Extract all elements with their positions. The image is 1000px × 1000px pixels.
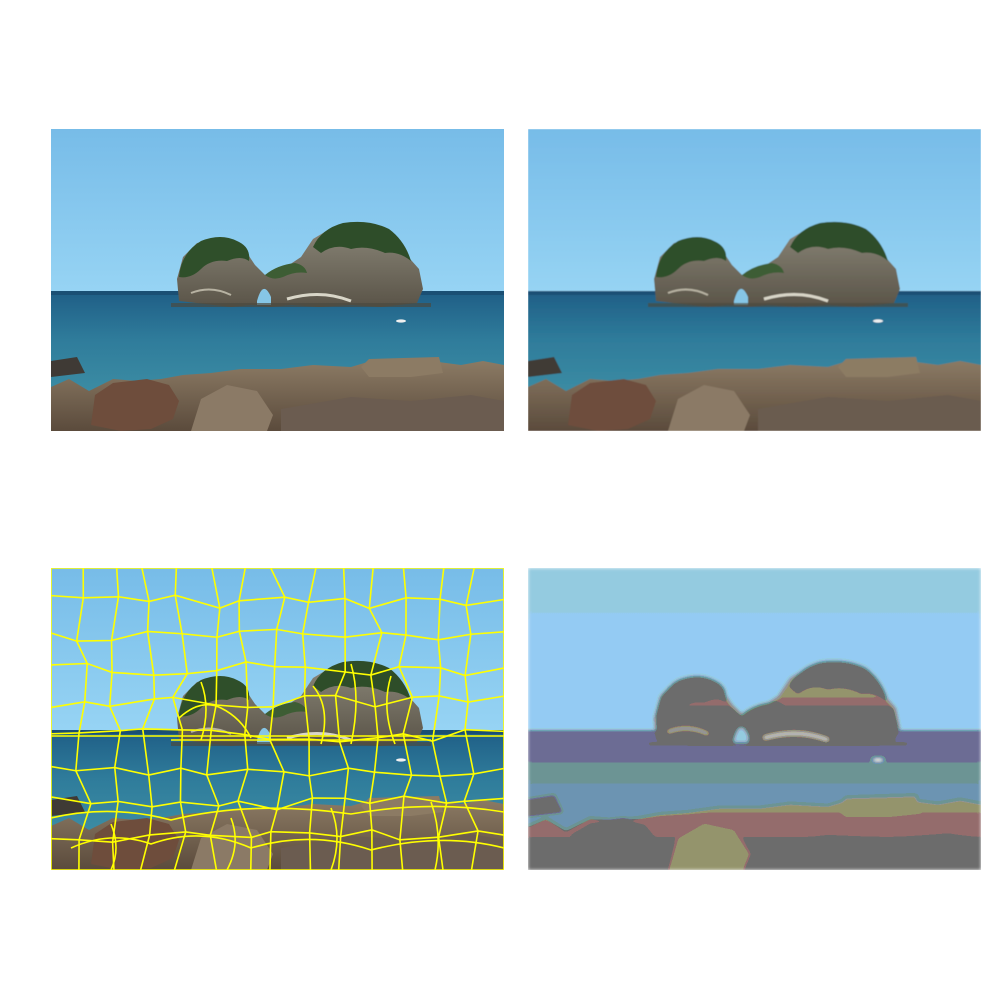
superpixel-boundary-col <box>205 568 221 870</box>
superpixel-boundary-detail <box>386 675 396 745</box>
superpixel-boundary-col <box>268 568 286 870</box>
superpixel-boundary-detail <box>200 681 207 741</box>
superpixel-boundary-col <box>398 568 414 870</box>
superpixel-boundary-col <box>431 568 448 870</box>
superpixel-boundary-col <box>334 568 350 870</box>
superpixel-boundary-panel <box>51 568 504 870</box>
superpixel-boundary-col <box>108 568 122 870</box>
superpixel-boundary-col <box>301 568 317 870</box>
superpixel-boundary-col <box>75 568 92 870</box>
superpixel-mean-panel <box>528 568 981 870</box>
island-photo <box>51 129 504 431</box>
superpixel-boundary-detail <box>110 823 117 870</box>
original-photo-panel <box>51 129 504 431</box>
superpixel-boundary-col <box>368 568 383 870</box>
superpixel-boundary-detail <box>430 801 439 870</box>
island-photo-superpixels <box>51 568 504 870</box>
island-photo-smoothed <box>528 129 981 431</box>
superpixel-boundary-detail <box>226 817 236 870</box>
superpixel-boundary-detail <box>312 685 326 745</box>
superpixel-boundary-col <box>139 568 156 870</box>
superpixel-boundary-detail <box>330 807 338 870</box>
superpixel-boundary-detail <box>178 703 252 739</box>
island-photo-segment-mean <box>528 568 981 870</box>
superpixel-boundary-detail <box>350 663 357 745</box>
superpixel-boundary-detail <box>51 805 504 821</box>
superpixel-boundary-col <box>463 568 479 870</box>
smoothed-photo-panel <box>528 129 981 431</box>
superpixel-boundaries <box>51 568 504 870</box>
superpixel-boundary-detail <box>70 835 504 851</box>
superpixel-boundary-col <box>237 568 253 870</box>
